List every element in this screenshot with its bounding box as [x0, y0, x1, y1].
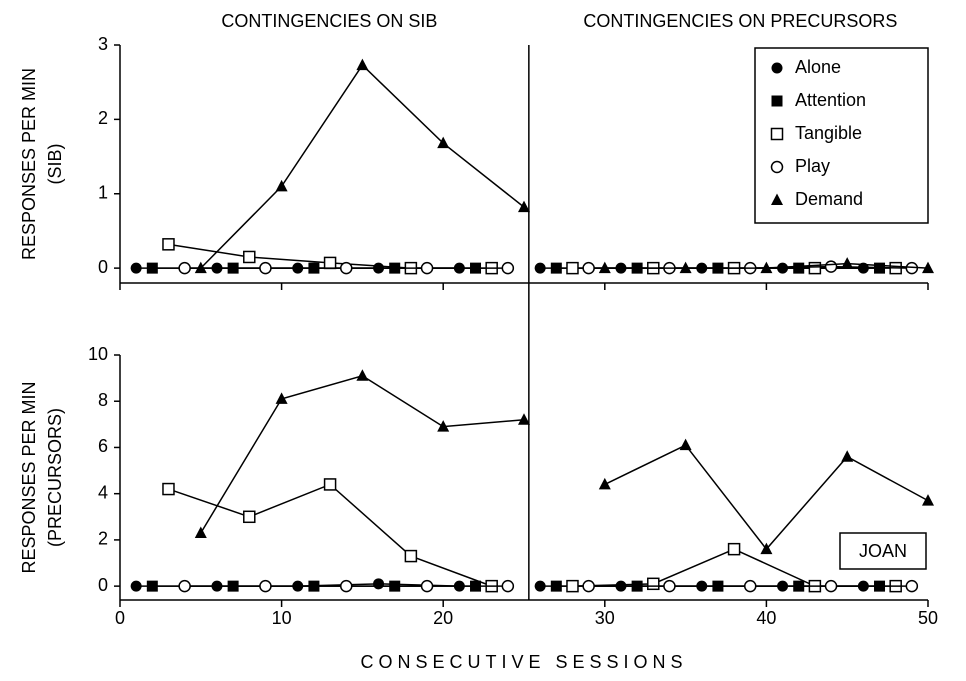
y-tick-label: 3 — [98, 34, 108, 54]
marker — [130, 262, 142, 274]
legend-label: Demand — [795, 189, 863, 209]
x-tick-label: 10 — [272, 608, 292, 628]
marker — [922, 261, 934, 274]
y-tick-label: 0 — [98, 257, 108, 277]
x-tick-label: 40 — [756, 608, 776, 628]
legend-label: Tangible — [795, 123, 862, 143]
series-line — [168, 483, 492, 587]
marker — [518, 200, 530, 213]
legend-swatch — [770, 160, 784, 174]
marker — [824, 260, 838, 273]
marker — [518, 413, 530, 425]
legend-label: Alone — [795, 57, 841, 77]
marker — [162, 238, 175, 251]
marker — [647, 577, 660, 591]
marker — [905, 579, 919, 593]
x-tick-label: 50 — [918, 608, 938, 628]
marker — [339, 579, 353, 593]
marker — [437, 420, 450, 432]
legend-swatch — [771, 62, 783, 74]
legend-swatch — [770, 127, 784, 141]
marker — [178, 579, 191, 593]
marker — [841, 450, 854, 462]
legend-swatch — [771, 95, 783, 107]
legend-label: Play — [795, 156, 830, 176]
marker — [323, 478, 337, 491]
x-axis-label: CONSECUTIVE SESSIONS — [360, 652, 687, 672]
series-line — [200, 374, 525, 534]
marker — [841, 257, 854, 269]
y-tick-label: 0 — [98, 575, 108, 595]
marker — [582, 261, 595, 275]
marker — [743, 579, 757, 593]
legend-swatch — [771, 193, 783, 205]
marker — [130, 580, 142, 592]
series-line — [200, 63, 525, 269]
phase-label: CONTINGENCIES ON SIB — [221, 11, 437, 31]
y-tick-label: 10 — [88, 344, 108, 364]
marker — [663, 579, 676, 593]
y-axis-label: (SIB) — [45, 143, 65, 184]
marker — [259, 261, 272, 275]
y-axis-label: (PRECURSORS) — [45, 408, 65, 547]
marker — [566, 261, 579, 275]
marker — [356, 369, 369, 381]
marker — [420, 579, 434, 593]
marker — [275, 392, 288, 404]
y-tick-label: 2 — [98, 108, 108, 128]
marker — [727, 542, 741, 556]
x-tick-label: 30 — [595, 608, 615, 628]
phase-label: CONTINGENCIES ON PRECURSORS — [583, 11, 897, 31]
marker — [420, 261, 434, 275]
marker — [339, 261, 353, 275]
marker — [146, 580, 158, 592]
marker — [501, 579, 515, 593]
marker — [598, 261, 611, 274]
marker — [582, 579, 595, 593]
marker — [437, 136, 450, 149]
marker — [323, 256, 337, 270]
marker — [922, 494, 934, 506]
legend-box — [754, 47, 929, 224]
y-tick-label: 1 — [98, 183, 108, 203]
marker — [243, 510, 256, 524]
marker — [550, 262, 562, 274]
marker — [194, 526, 207, 538]
marker — [275, 179, 288, 192]
marker — [566, 579, 579, 593]
marker — [534, 580, 546, 592]
marker — [146, 262, 158, 274]
y-tick-label: 4 — [98, 482, 108, 502]
y-tick-label: 8 — [98, 390, 108, 410]
marker — [373, 578, 385, 590]
marker — [808, 261, 822, 275]
marker — [598, 477, 611, 490]
annotation: JOAN — [859, 541, 907, 561]
marker — [404, 549, 418, 563]
marker — [679, 261, 692, 274]
legend-label: Attention — [795, 90, 866, 110]
y-axis-label: RESPONSES PER MIN — [19, 68, 39, 260]
marker — [194, 261, 207, 274]
marker — [178, 261, 191, 275]
y-tick-label: 6 — [98, 436, 108, 456]
x-tick-label: 0 — [115, 608, 125, 628]
marker — [162, 482, 175, 496]
marker — [259, 579, 272, 593]
marker — [501, 261, 515, 275]
marker — [679, 438, 692, 451]
x-tick-label: 20 — [433, 608, 453, 628]
marker — [550, 580, 562, 592]
marker — [760, 261, 773, 274]
marker — [824, 579, 838, 593]
y-axis-label: RESPONSES PER MIN — [19, 381, 39, 573]
y-tick-label: 2 — [98, 529, 108, 549]
marker — [534, 262, 546, 274]
annotation-box — [839, 532, 927, 570]
marker — [356, 58, 369, 71]
marker — [760, 542, 773, 555]
marker — [243, 250, 256, 264]
